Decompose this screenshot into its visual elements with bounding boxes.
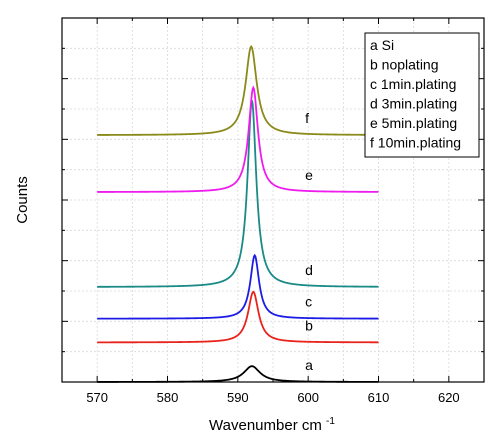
- series-line-d: [97, 100, 379, 288]
- x-axis-title: Wavenumber cm -1: [209, 416, 335, 434]
- series-line-c: [97, 253, 379, 320]
- series-line-b: [97, 290, 379, 344]
- legend-entry: a Si: [370, 37, 394, 53]
- series-line-a: [97, 365, 379, 383]
- x-tick-label: 610: [368, 390, 390, 405]
- legend-entry: f 10min.plating: [370, 135, 461, 151]
- curve-label-d: d: [305, 262, 313, 278]
- x-tick-label: 590: [227, 390, 249, 405]
- x-tick-label: 620: [438, 390, 460, 405]
- x-tick-label: 580: [157, 390, 179, 405]
- x-tick-label: 570: [86, 390, 108, 405]
- curve-label-f: f: [305, 110, 309, 126]
- legend-box: [364, 32, 480, 158]
- series-line-e: [97, 85, 379, 193]
- curve-label-a: a: [305, 357, 313, 373]
- curve-label-b: b: [305, 317, 313, 333]
- x-tick-labels: 570 580 590 600 610 620: [86, 390, 459, 405]
- curve-label-e: e: [305, 167, 313, 183]
- series-line-f: [97, 44, 379, 136]
- legend-entry: b noplating: [370, 57, 439, 73]
- curve-labels: a bcd e f: [305, 110, 313, 373]
- series-lines: [97, 44, 379, 383]
- legend: a Si b noplating c 1min.plating d 3min.plat…: [364, 32, 480, 158]
- curve-label-c: c: [305, 294, 312, 310]
- x-tick-label: 600: [297, 390, 319, 405]
- legend-entry: c 1min.plating: [370, 76, 456, 92]
- legend-entry: d 3min.plating: [370, 96, 457, 112]
- legend-entry: e 5min.plating: [370, 115, 457, 131]
- y-axis-title: Counts: [14, 176, 31, 224]
